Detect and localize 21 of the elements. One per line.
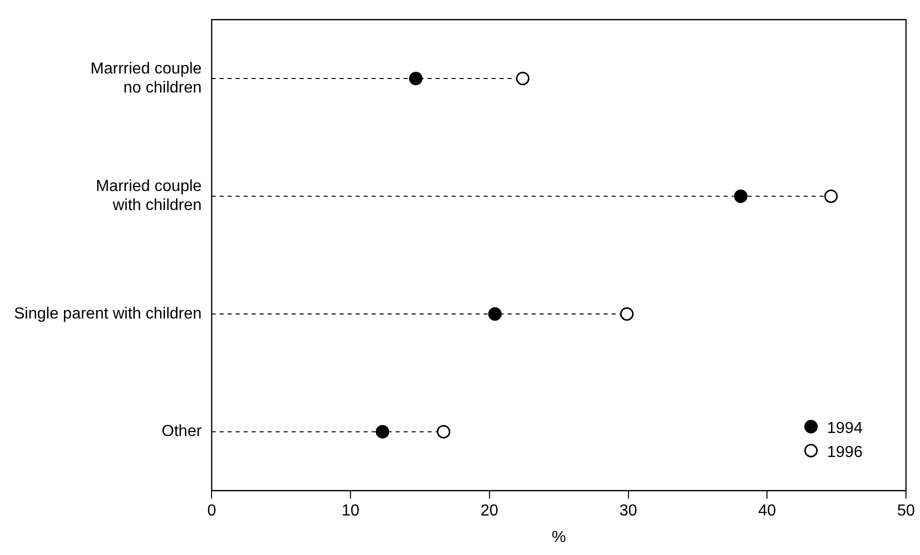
point [516,72,530,86]
x-tick-label: 50 [897,502,915,520]
x-tick-label: 0 [207,502,216,520]
legend-label: 1994 [827,420,863,438]
x-tick-label: 40 [758,502,776,520]
point [436,424,450,438]
y-tick-label: Other [162,423,202,440]
legend-label: 1996 [827,444,863,462]
point [620,307,634,321]
point [488,307,502,321]
y-tick-label: Marrried couple no children [90,60,202,96]
x-tick-label: 30 [619,502,638,520]
x-tick-label: 10 [342,502,360,520]
point [409,72,423,86]
point [824,189,838,203]
point [734,189,748,203]
y-tick-label: Single parent with children [14,305,202,322]
y-tick-label: Married couple with children [96,178,202,214]
point [376,424,390,438]
x-axis-title: % [552,528,566,546]
x-tick-label: 20 [480,502,498,520]
